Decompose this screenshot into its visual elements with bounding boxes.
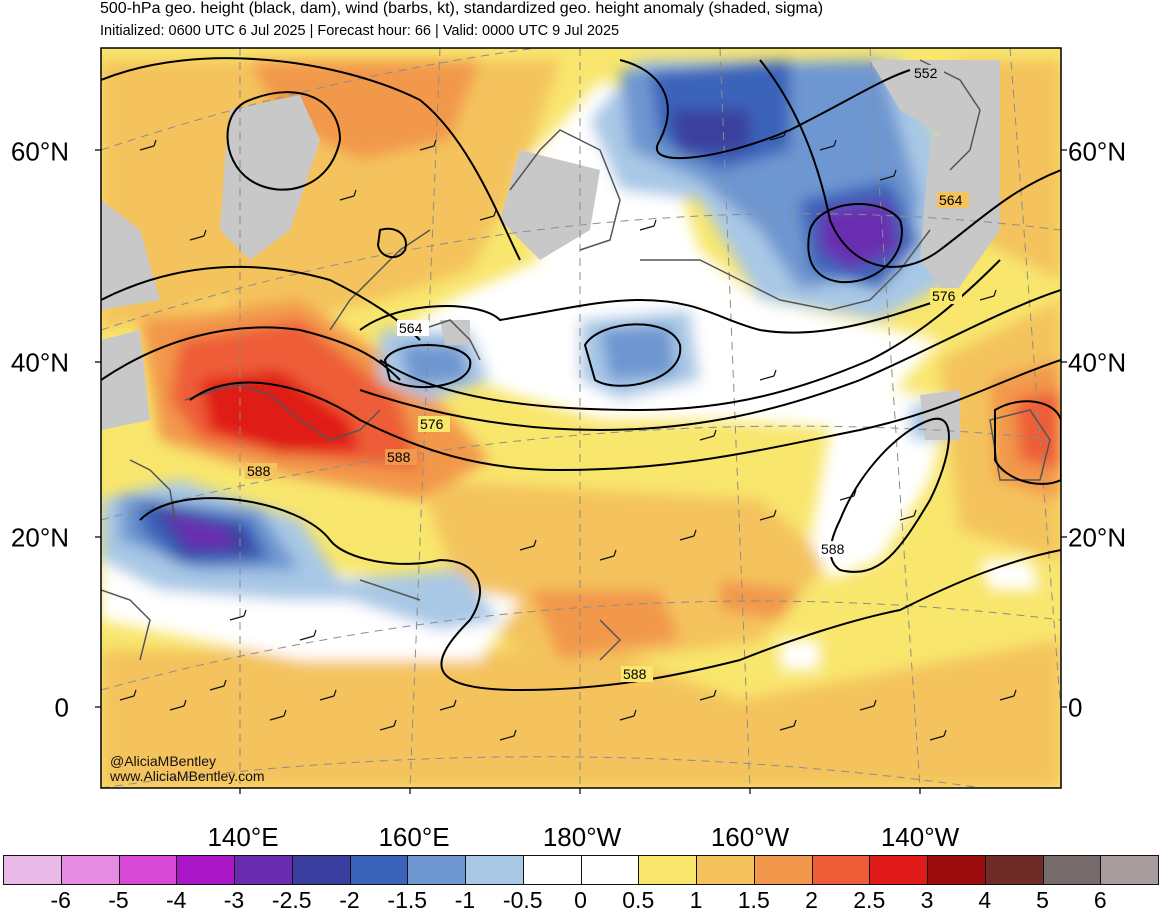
lon-label-160w: 160°W	[710, 822, 790, 852]
frame-ticks	[95, 149, 1067, 794]
colorbar-swatch	[60, 855, 120, 885]
lat-label-20n: 20°N	[10, 522, 69, 553]
colorbar-swatch	[234, 855, 293, 885]
colorbar-swatch	[811, 855, 871, 885]
contour-labels: 552 564 576 564 576 588 588 588 588	[245, 65, 969, 682]
lon-label-140e: 140°E	[207, 822, 279, 852]
colorbar-tick-label: 1.5	[737, 887, 770, 913]
lat-label-40n-right: 40°N	[1068, 347, 1127, 378]
contour-label: 588	[623, 666, 647, 682]
contour-label: 552	[914, 65, 938, 81]
colorbar-swatch	[869, 855, 928, 885]
colorbar-tick-label: 4	[978, 887, 992, 913]
colorbar-tick-label: -2	[339, 887, 360, 913]
contour-label: 564	[939, 192, 963, 208]
lat-label-60n-right: 60°N	[1068, 136, 1127, 167]
colorbar-tick-label: 5	[1036, 887, 1049, 913]
contour-label: 588	[247, 463, 271, 479]
colorbar-swatch	[984, 855, 1044, 885]
credit-handle: @AliciaMBentley	[110, 753, 217, 769]
colorbar-tick-label: -1.5	[387, 887, 428, 913]
map-frame	[100, 47, 1062, 789]
colorbar-swatch	[291, 855, 351, 885]
colorbar-swatch	[638, 855, 697, 885]
colorbar-tick-label: 2	[805, 887, 818, 913]
colorbar-tick-label: -2.5	[271, 887, 312, 913]
lon-label-180w: 180°W	[542, 822, 622, 852]
lat-label-40n: 40°N	[10, 347, 69, 378]
colorbar-tick-label: 0	[574, 887, 587, 913]
contour-label: 564	[399, 320, 423, 336]
colorbar-tick-label: 2.5	[853, 887, 886, 913]
colorbar-tick-label: -5	[108, 887, 129, 913]
colorbar-swatch	[522, 855, 582, 885]
coastlines	[101, 59, 1051, 661]
colorbar-tick-label: -0.5	[502, 887, 543, 913]
contour-label: 588	[821, 541, 845, 557]
colorbar-tick-label: -4	[166, 887, 187, 913]
colorbar-swatch	[465, 855, 524, 885]
lat-label-60n: 60°N	[10, 136, 69, 167]
colorbar-tick-label: -1	[454, 887, 476, 913]
map-title: 500-hPa geo. height (black, dam), wind (…	[100, 0, 824, 17]
colorbar-swatch	[696, 855, 755, 885]
lon-label-140w: 140°W	[880, 822, 960, 852]
lat-label-0: 0	[54, 692, 69, 723]
colorbar-tick-label: -3	[223, 887, 245, 913]
colorbar-swatch	[176, 855, 235, 885]
colorbar-tick-label: 6	[1093, 887, 1107, 913]
colorbar-swatch	[580, 855, 640, 885]
colorbar-swatch	[927, 855, 986, 885]
height-contours	[101, 57, 1061, 692]
lat-label-0-right: 0	[1068, 692, 1083, 723]
credit-site: www.AliciaMBentley.com	[110, 768, 265, 784]
colorbar-tick-label: -6	[50, 887, 71, 913]
contour-label: 576	[420, 416, 444, 432]
colorbar-tick-label: 3	[920, 887, 934, 913]
colorbar-tick-label: 0.5	[622, 887, 655, 913]
colorbar-swatch	[349, 855, 409, 885]
colorbar-swatch	[1042, 855, 1102, 885]
contour-label: 588	[387, 449, 411, 465]
colorbar-swatch	[118, 855, 178, 885]
colorbar-tick-label: 1	[689, 887, 703, 913]
contour-label: 576	[932, 288, 956, 304]
colorbar-swatch	[407, 855, 466, 885]
colorbar-swatch	[1100, 855, 1159, 885]
lat-label-20n-right: 20°N	[1068, 522, 1127, 553]
colorbar-swatch	[753, 855, 813, 885]
colorbar-swatch	[3, 855, 62, 885]
lon-label-160e: 160°E	[378, 822, 450, 852]
map-subtitle: Initialized: 0600 UTC 6 Jul 2025 | Forec…	[100, 23, 620, 39]
